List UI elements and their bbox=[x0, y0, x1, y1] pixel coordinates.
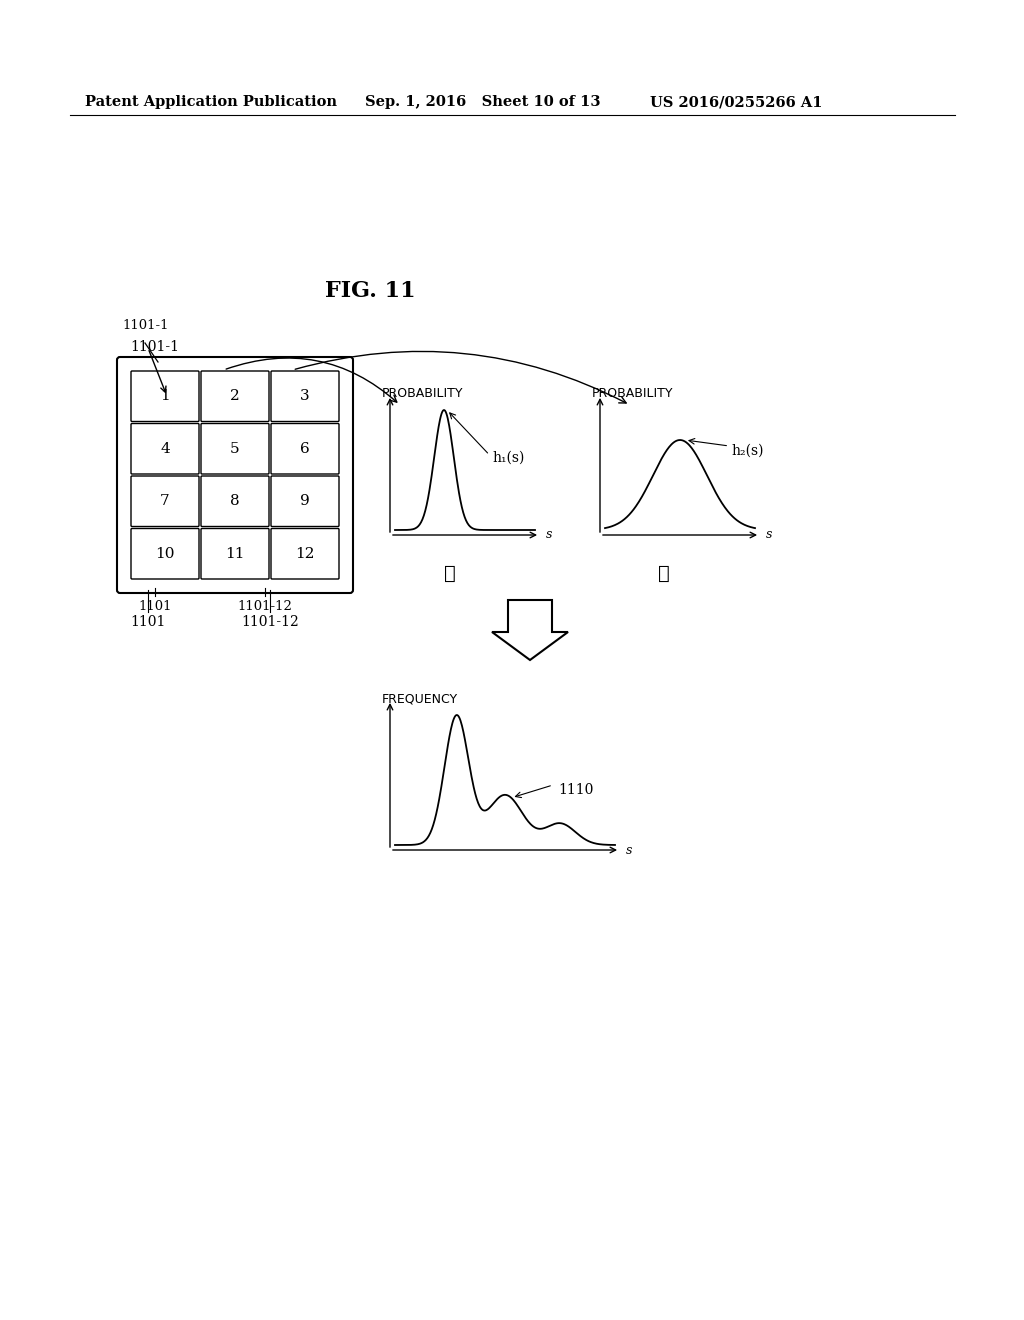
Text: 7: 7 bbox=[160, 494, 170, 508]
Text: 8: 8 bbox=[230, 494, 240, 508]
Text: ⋮: ⋮ bbox=[658, 565, 670, 583]
Text: s: s bbox=[546, 528, 552, 541]
Text: 3: 3 bbox=[300, 389, 310, 403]
FancyBboxPatch shape bbox=[201, 424, 269, 474]
Text: FREQUENCY: FREQUENCY bbox=[382, 692, 458, 705]
FancyBboxPatch shape bbox=[131, 371, 199, 421]
FancyBboxPatch shape bbox=[117, 356, 353, 593]
FancyBboxPatch shape bbox=[271, 528, 339, 579]
FancyBboxPatch shape bbox=[201, 371, 269, 421]
FancyBboxPatch shape bbox=[271, 424, 339, 474]
Text: Patent Application Publication: Patent Application Publication bbox=[85, 95, 337, 110]
FancyBboxPatch shape bbox=[271, 371, 339, 421]
Text: ⋮: ⋮ bbox=[444, 565, 456, 583]
Text: 6: 6 bbox=[300, 442, 310, 455]
Text: s: s bbox=[626, 843, 633, 857]
Text: 9: 9 bbox=[300, 494, 310, 508]
FancyBboxPatch shape bbox=[131, 477, 199, 527]
FancyBboxPatch shape bbox=[271, 477, 339, 527]
Text: 1101: 1101 bbox=[138, 601, 172, 612]
Text: 12: 12 bbox=[295, 546, 314, 561]
FancyBboxPatch shape bbox=[131, 528, 199, 579]
Text: Sep. 1, 2016   Sheet 10 of 13: Sep. 1, 2016 Sheet 10 of 13 bbox=[365, 95, 600, 110]
FancyArrowPatch shape bbox=[295, 351, 626, 403]
Text: 5: 5 bbox=[230, 442, 240, 455]
FancyBboxPatch shape bbox=[201, 477, 269, 527]
Text: 1101-1: 1101-1 bbox=[130, 341, 179, 354]
Text: 1110: 1110 bbox=[558, 783, 593, 797]
Text: 1101: 1101 bbox=[130, 615, 166, 630]
Text: 1101-12: 1101-12 bbox=[238, 601, 293, 612]
FancyBboxPatch shape bbox=[131, 424, 199, 474]
Text: 10: 10 bbox=[156, 546, 175, 561]
Text: 2: 2 bbox=[230, 389, 240, 403]
Text: FIG. 11: FIG. 11 bbox=[325, 280, 416, 302]
FancyBboxPatch shape bbox=[201, 528, 269, 579]
Text: s: s bbox=[766, 528, 772, 541]
Text: PROBABILITY: PROBABILITY bbox=[382, 387, 464, 400]
Text: US 2016/0255266 A1: US 2016/0255266 A1 bbox=[650, 95, 822, 110]
FancyArrowPatch shape bbox=[226, 358, 396, 403]
Text: 1101-12: 1101-12 bbox=[241, 615, 299, 630]
Polygon shape bbox=[492, 601, 568, 660]
Text: 11: 11 bbox=[225, 546, 245, 561]
Text: h₂(s): h₂(s) bbox=[731, 444, 764, 458]
Text: PROBABILITY: PROBABILITY bbox=[592, 387, 674, 400]
Text: 4: 4 bbox=[160, 442, 170, 455]
Text: h₁(s): h₁(s) bbox=[493, 451, 525, 465]
Text: 1: 1 bbox=[160, 389, 170, 403]
Text: 1101-1: 1101-1 bbox=[122, 319, 169, 333]
